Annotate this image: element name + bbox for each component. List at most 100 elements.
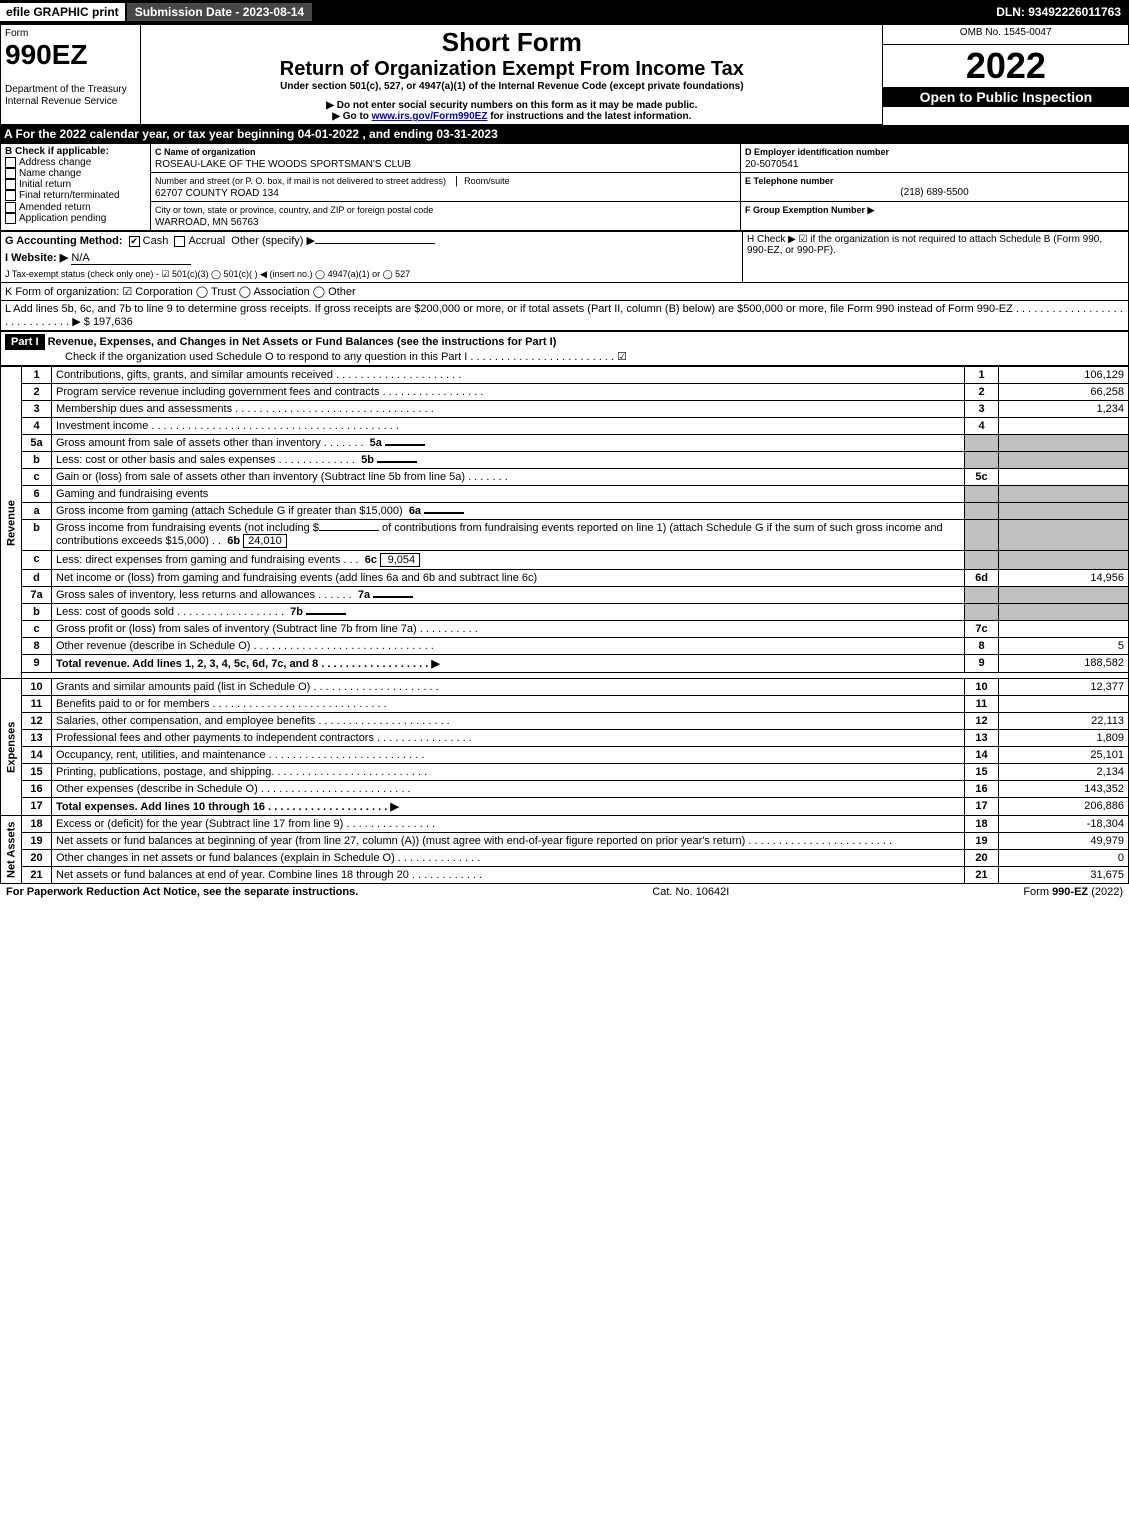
j-text: J Tax-exempt status (check only one) - ☑… [1,267,743,283]
l7b-val [306,613,346,615]
l12-num: 12 [965,713,999,730]
header-table: Form 990EZ Department of the Treasury In… [0,24,1129,125]
l13-num: 13 [965,730,999,747]
website: N/A [71,252,191,265]
l7c-num: 7c [965,621,999,638]
l3-text: Membership dues and assessments . . . . … [52,401,965,418]
city: WARROAD, MN 56763 [155,217,259,228]
l11-num: 11 [965,696,999,713]
cb-address[interactable] [5,157,16,168]
l18-num: 18 [965,816,999,833]
side-netassets: Net Assets [1,816,22,884]
f-label: F Group Exemption Number ▶ [745,205,874,215]
l20-text: Other changes in net assets or fund bala… [52,850,965,867]
l2-val: 66,258 [999,384,1129,401]
l6a-text: Gross income from gaming (attach Schedul… [56,505,403,517]
l-value: 197,636 [93,316,133,328]
b-opt-0: Address change [19,157,91,168]
l3-val: 1,234 [999,401,1129,418]
dln: DLN: 93492226011763 [996,5,1129,19]
l6d-text: Net income or (loss) from gaming and fun… [52,570,965,587]
l21-num: 21 [965,867,999,884]
cb-initial[interactable] [5,179,16,190]
lines-table: Revenue 1 Contributions, gifts, grants, … [0,366,1129,884]
l18-text: Excess or (deficit) for the year (Subtra… [52,816,965,833]
l10-val: 12,377 [999,679,1129,696]
l6a-val [424,512,464,514]
l21-val: 31,675 [999,867,1129,884]
l19-val: 49,979 [999,833,1129,850]
street-label: Number and street (or P. O. box, if mail… [155,176,446,186]
l5c-val [999,469,1129,486]
d-label: D Employer identification number [745,147,889,157]
l7c-val [999,621,1129,638]
l5b-val [377,461,417,463]
l6c-text: Less: direct expenses from gaming and fu… [56,554,359,566]
cb-final[interactable] [5,190,16,201]
footer-mid: Cat. No. 10642I [652,886,729,898]
cb-name[interactable] [5,168,16,179]
l-text: L Add lines 5b, 6c, and 7b to line 9 to … [5,303,1123,328]
k-text: K Form of organization: ☑ Corporation ◯ … [1,283,1129,301]
l5c-text: Gain or (loss) from sale of assets other… [52,469,965,486]
l19-num: 19 [965,833,999,850]
l7a-text: Gross sales of inventory, less returns a… [56,589,352,601]
l15-val: 2,134 [999,764,1129,781]
g-cash: Cash [143,235,169,247]
l5a-text: Gross amount from sale of assets other t… [56,437,364,449]
l1-val: 106,129 [999,367,1129,384]
l5b-text: Less: cost or other basis and sales expe… [56,454,355,466]
l3-num: 3 [965,401,999,418]
l14-text: Occupancy, rent, utilities, and maintena… [52,747,965,764]
l14-val: 25,101 [999,747,1129,764]
g-other: Other (specify) ▶ [231,235,315,247]
l13-text: Professional fees and other payments to … [52,730,965,747]
e-label: E Telephone number [745,176,833,186]
form-number: 990EZ [5,39,88,70]
l6b-val: 24,010 [243,534,287,548]
l1-num: 1 [965,367,999,384]
submission-date: Submission Date - 2023-08-14 [127,3,312,21]
cb-cash[interactable] [129,236,140,247]
l9-num: 9 [965,655,999,673]
b-opt-2: Initial return [19,179,71,190]
l6-text: Gaming and fundraising events [52,486,965,503]
cb-amended[interactable] [5,202,16,213]
g-label: G Accounting Method: [5,235,123,247]
l16-num: 16 [965,781,999,798]
omb: OMB No. 1545-0047 [883,25,1129,45]
footer-right: Form 990-EZ (2022) [1023,886,1123,898]
l8-num: 8 [965,638,999,655]
line-a: A For the 2022 calendar year, or tax yea… [0,125,1129,143]
l16-text: Other expenses (describe in Schedule O) … [52,781,965,798]
l12-text: Salaries, other compensation, and employ… [52,713,965,730]
l20-val: 0 [999,850,1129,867]
l1-text: Contributions, gifts, grants, and simila… [52,367,965,384]
l13-val: 1,809 [999,730,1129,747]
note-1: ▶ Do not enter social security numbers o… [145,100,878,111]
room-label: Room/suite [464,176,510,186]
ein: 20-5070541 [745,159,798,170]
subtitle: Under section 501(c), 527, or 4947(a)(1)… [145,81,878,92]
cb-pending[interactable] [5,213,16,224]
l5c-num: 5c [965,469,999,486]
part1-title: Revenue, Expenses, and Changes in Net As… [48,336,557,348]
b-opt-5: Application pending [19,213,106,224]
open-to-public: Open to Public Inspection [883,87,1128,107]
cb-accrual[interactable] [174,236,185,247]
l4-text: Investment income . . . . . . . . . . . … [52,418,965,435]
street: 62707 COUNTY ROAD 134 [155,188,279,199]
phone: (218) 689-5500 [745,187,1124,198]
l8-val: 5 [999,638,1129,655]
l9-val: 188,582 [999,655,1129,673]
l17-num: 17 [965,798,999,816]
footer: For Paperwork Reduction Act Notice, see … [0,884,1129,900]
irs-link[interactable]: www.irs.gov/Form990EZ [372,111,488,122]
top-bar: efile GRAPHIC print Submission Date - 20… [0,0,1129,24]
org-name: ROSEAU-LAKE OF THE WOODS SPORTSMAN'S CLU… [155,159,411,170]
efile-link[interactable]: efile GRAPHIC print [0,3,125,21]
side-expenses: Expenses [1,679,22,816]
l2-text: Program service revenue including govern… [52,384,965,401]
l17-val: 206,886 [999,798,1129,816]
l6c-val: 9,054 [380,553,420,567]
